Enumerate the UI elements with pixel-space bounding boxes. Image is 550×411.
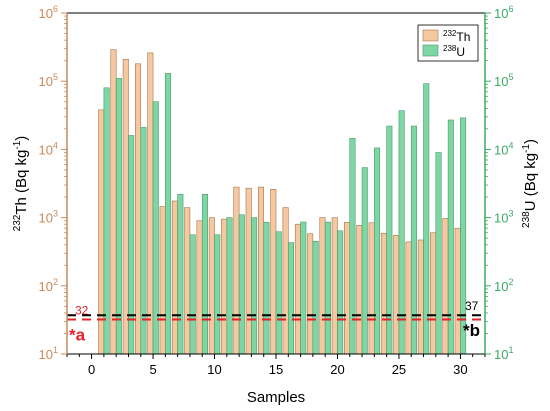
bar-th232 <box>159 206 166 355</box>
y-tick-label: 102 <box>39 277 58 294</box>
bar-th232 <box>307 233 314 355</box>
bar-th232 <box>208 217 215 355</box>
y-axis-title-left: 232Th (Bq kg-1) <box>12 136 30 232</box>
bar-u238 <box>361 167 368 355</box>
legend-swatch <box>422 44 439 57</box>
bar-th232 <box>294 223 301 355</box>
bar-u238 <box>423 83 430 355</box>
bar-th232 <box>319 217 326 355</box>
bar-u238 <box>324 221 331 355</box>
bar-th232 <box>331 217 338 355</box>
x-axis: 0 5 10 15 20 25 30 <box>66 354 486 377</box>
bar-th232 <box>221 218 228 355</box>
bar-u238 <box>226 217 233 355</box>
legend-swatch <box>422 29 439 42</box>
bar-u238 <box>275 231 282 355</box>
bar-u238 <box>435 152 442 355</box>
bar-th232 <box>147 52 154 355</box>
bar-u238 <box>312 240 319 355</box>
x-tick-label: 5 <box>149 362 156 377</box>
bar-th232 <box>356 225 363 355</box>
bar-th232 <box>233 186 240 355</box>
y-tick-label: 104 <box>494 140 513 157</box>
bar-th232 <box>282 207 289 355</box>
y-tick-label: 103 <box>39 209 58 226</box>
bar-th232 <box>270 189 277 355</box>
reference-value-label: 32 <box>75 304 89 318</box>
y-tick-label: 102 <box>494 277 513 294</box>
x-tick-label: 20 <box>330 362 344 377</box>
x-tick-label: 30 <box>453 362 467 377</box>
bar-th232 <box>454 227 461 355</box>
bar-th232 <box>171 200 178 355</box>
bar-th232 <box>245 187 252 355</box>
bar-u238 <box>238 214 245 355</box>
bar-th232 <box>344 222 351 355</box>
y-tick-label: 104 <box>39 140 58 157</box>
x-tick-label: 25 <box>392 362 406 377</box>
bars-layer <box>98 49 467 355</box>
bar-u238 <box>300 221 307 355</box>
y-tick-label: 106 <box>39 4 58 21</box>
legend-label: 232Th <box>443 29 470 44</box>
bar-u238 <box>349 138 356 355</box>
bar-th232 <box>368 222 375 355</box>
y-tick-label: 101 <box>494 345 513 362</box>
bar-th232 <box>257 186 265 355</box>
y-tick-label: 105 <box>494 72 513 89</box>
bar-u238 <box>115 78 122 355</box>
bar-th232 <box>184 207 191 355</box>
axis-titles: Samples 232Th (Bq kg-1) 238U (Bq kg-1) <box>12 136 539 406</box>
bar-th232 <box>405 241 412 355</box>
bar-u238 <box>177 193 184 355</box>
bar-u238 <box>128 135 135 355</box>
y-axis-right: 101 102 103 104 105 106 <box>484 4 513 362</box>
reference-marker-label: *a <box>69 326 86 345</box>
reference-lines: 32 *a 37 *b <box>67 299 485 345</box>
bar-th232 <box>430 232 437 355</box>
bar-u238 <box>374 147 381 355</box>
reference-marker-label: *b <box>463 321 480 340</box>
bar-u238 <box>263 222 270 355</box>
bar-u238 <box>287 242 295 355</box>
bar-th232 <box>442 218 449 355</box>
bar-u238 <box>165 73 172 355</box>
y-tick-label: 101 <box>39 345 58 362</box>
bar-u238 <box>337 230 344 355</box>
bar-u238 <box>201 193 208 355</box>
bar-u238 <box>214 234 221 355</box>
y-tick-label: 105 <box>39 72 58 89</box>
bar-th232 <box>196 220 203 355</box>
y-axis-title-right: 238U (Bq kg-1) <box>521 139 539 228</box>
bar-th232 <box>380 232 387 355</box>
bar-th232 <box>122 58 129 355</box>
y-tick-label: 106 <box>494 4 513 21</box>
x-tick-label: 0 <box>88 362 95 377</box>
reference-value-label: 37 <box>465 299 479 313</box>
bar-u238 <box>103 87 110 355</box>
bar-th232 <box>417 239 424 355</box>
legend-label: 238U <box>443 44 465 59</box>
bar-th232 <box>393 235 400 355</box>
y-tick-label: 103 <box>494 209 513 226</box>
bar-u238 <box>189 234 196 355</box>
x-tick-label: 10 <box>207 362 221 377</box>
bar-th232 <box>110 49 117 355</box>
x-tick-label: 15 <box>269 362 283 377</box>
x-axis-title: Samples <box>247 389 305 406</box>
y-axis-left: 101 102 103 104 105 106 <box>39 4 68 362</box>
bar-u238 <box>251 217 258 355</box>
bar-th232 <box>135 63 142 355</box>
bar-th232 <box>98 109 105 355</box>
bar-u238 <box>398 110 405 355</box>
